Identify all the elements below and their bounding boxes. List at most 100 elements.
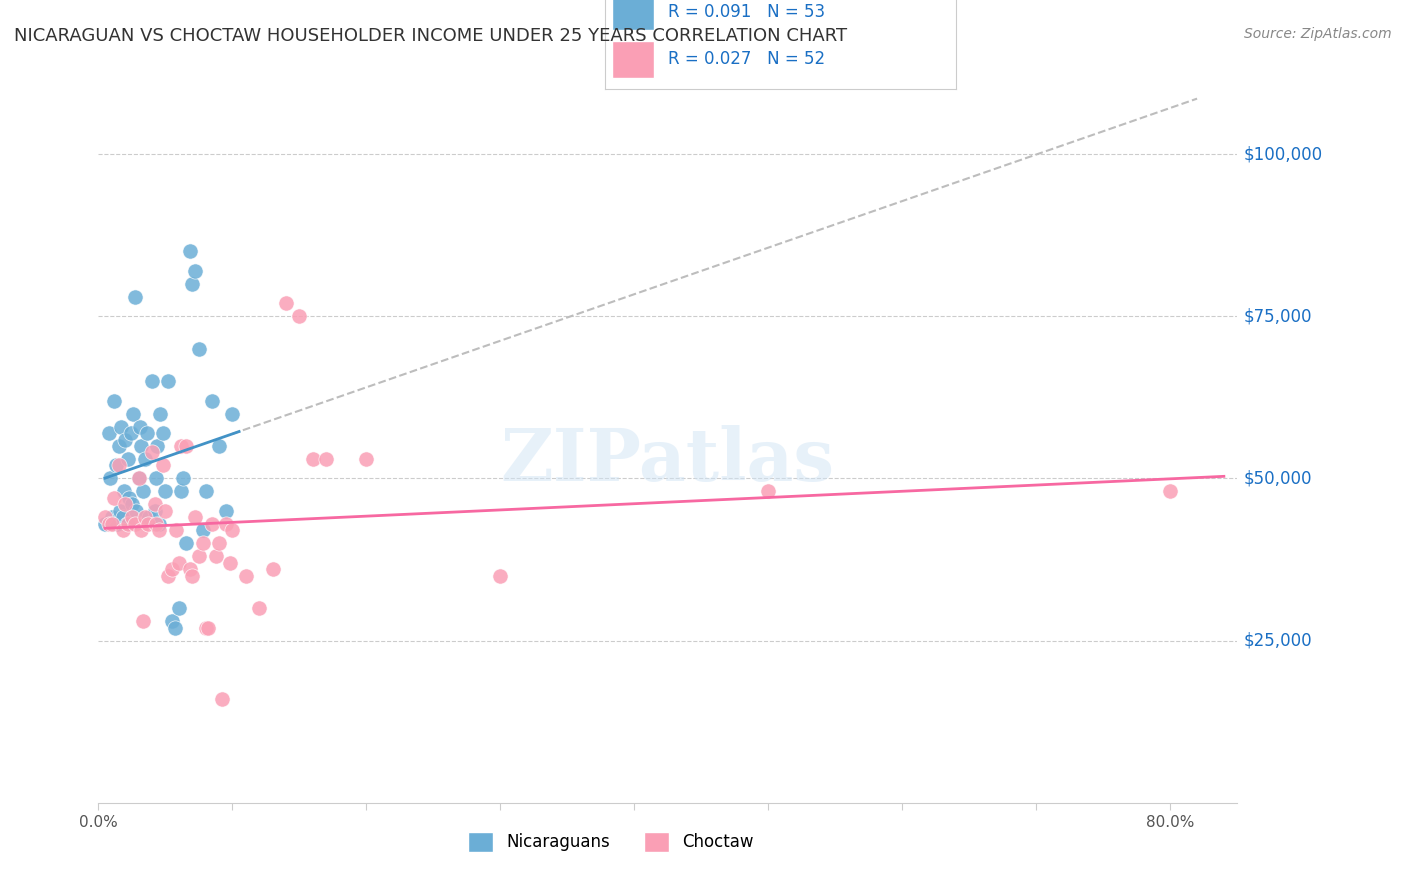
Point xyxy=(197,621,219,635)
Point xyxy=(121,497,143,511)
Point xyxy=(108,504,131,518)
Point xyxy=(201,516,224,531)
Text: R = 0.027   N = 52: R = 0.027 N = 52 xyxy=(668,50,825,68)
Point xyxy=(191,524,214,538)
Point xyxy=(118,491,141,505)
Point xyxy=(98,516,121,531)
Point xyxy=(136,516,159,531)
Point xyxy=(165,524,187,538)
Point xyxy=(148,524,170,538)
Point xyxy=(262,562,284,576)
Point xyxy=(221,524,243,538)
Point xyxy=(103,393,125,408)
Point xyxy=(111,524,134,538)
Text: $100,000: $100,000 xyxy=(1244,145,1323,163)
Point xyxy=(194,484,217,499)
Point xyxy=(131,484,153,499)
Point xyxy=(163,621,186,635)
Point xyxy=(489,568,512,582)
Point xyxy=(274,296,297,310)
FancyBboxPatch shape xyxy=(612,0,654,30)
Point xyxy=(124,516,146,531)
Point xyxy=(152,458,174,473)
Point xyxy=(124,290,146,304)
Point xyxy=(179,562,201,576)
Point xyxy=(129,524,152,538)
Point xyxy=(157,374,180,388)
Text: $75,000: $75,000 xyxy=(1244,307,1312,326)
Point xyxy=(100,471,122,485)
Point xyxy=(94,510,117,524)
Point xyxy=(191,536,214,550)
Point xyxy=(145,516,167,531)
Point xyxy=(170,484,193,499)
Point xyxy=(208,439,231,453)
Point xyxy=(205,549,228,564)
Point xyxy=(149,407,172,421)
Point xyxy=(134,510,156,524)
Point xyxy=(146,439,169,453)
Point xyxy=(1159,484,1181,499)
Point xyxy=(104,458,127,473)
Point xyxy=(145,471,167,485)
Point xyxy=(235,568,257,582)
Point xyxy=(117,516,139,531)
Point xyxy=(155,484,177,499)
Point xyxy=(110,419,132,434)
Point xyxy=(152,425,174,440)
Point xyxy=(143,497,166,511)
Point xyxy=(160,562,183,576)
Point xyxy=(288,310,311,324)
Point xyxy=(125,504,148,518)
Point xyxy=(756,484,779,499)
Point xyxy=(170,439,193,453)
Point xyxy=(117,452,139,467)
Point xyxy=(174,439,197,453)
Point xyxy=(141,374,163,388)
Point xyxy=(114,497,136,511)
Point xyxy=(184,264,207,278)
Point xyxy=(301,452,323,467)
Point xyxy=(315,452,337,467)
Point xyxy=(138,510,160,524)
Point xyxy=(120,425,142,440)
Point xyxy=(131,614,153,628)
Point xyxy=(174,536,197,550)
Point xyxy=(211,692,233,706)
Point xyxy=(187,549,209,564)
Point xyxy=(157,568,180,582)
Point xyxy=(215,516,238,531)
Point xyxy=(181,277,204,291)
Text: $50,000: $50,000 xyxy=(1244,469,1312,487)
Point xyxy=(187,342,209,356)
Point xyxy=(129,439,152,453)
Point xyxy=(128,471,150,485)
Point xyxy=(143,504,166,518)
Text: R = 0.091   N = 53: R = 0.091 N = 53 xyxy=(668,4,825,21)
Point xyxy=(181,568,204,582)
Point xyxy=(167,601,190,615)
Point xyxy=(179,244,201,259)
Point xyxy=(107,458,129,473)
Point xyxy=(105,516,128,531)
Point xyxy=(172,471,194,485)
Point xyxy=(114,433,136,447)
Point xyxy=(201,393,224,408)
Point xyxy=(98,425,121,440)
Point xyxy=(148,516,170,531)
Point xyxy=(94,516,117,531)
Legend: Nicaraguans, Choctaw: Nicaraguans, Choctaw xyxy=(461,825,761,859)
Point xyxy=(135,425,157,440)
Point xyxy=(128,471,150,485)
Point xyxy=(247,601,270,615)
Point xyxy=(121,510,143,524)
Point xyxy=(112,484,135,499)
Point xyxy=(356,452,378,467)
Point xyxy=(208,536,231,550)
Point xyxy=(129,419,152,434)
Text: $25,000: $25,000 xyxy=(1244,632,1313,649)
Point xyxy=(134,452,156,467)
Point xyxy=(194,621,217,635)
Point xyxy=(155,504,177,518)
Point xyxy=(221,407,243,421)
